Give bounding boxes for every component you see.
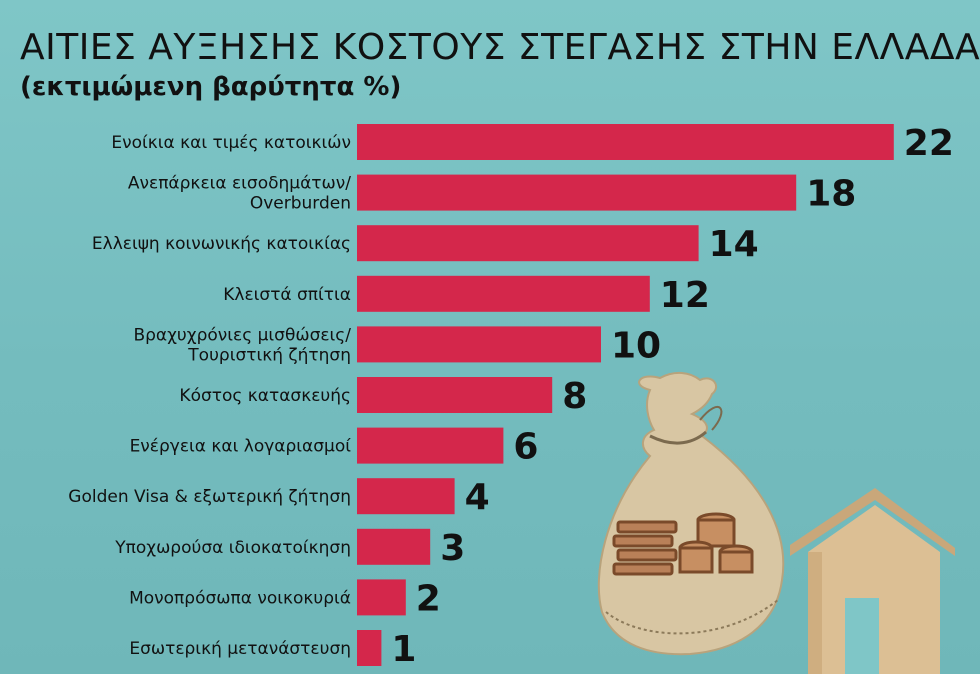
category-label: Κλειστά σπίτια [223, 285, 351, 305]
value-label: 14 [709, 224, 759, 265]
category-label: Golden Visa & εξωτερική ζήτηση [68, 487, 351, 507]
category-label: Κόστος κατασκευής [179, 386, 351, 406]
bar [357, 377, 553, 413]
money-bag-icon [597, 372, 785, 656]
value-label: 22 [904, 123, 954, 164]
category-label: Εσωτερική μετανάστευση [129, 639, 351, 659]
category-label: Ενέργεια και λογαριασμοί [130, 437, 352, 457]
value-label: 1 [391, 629, 416, 670]
wooden-house-icon [790, 488, 955, 674]
bar [357, 630, 382, 666]
value-label: 10 [611, 325, 661, 366]
value-label: 2 [416, 578, 441, 619]
bar [357, 579, 406, 616]
bar [357, 124, 894, 160]
category-label: Ελλειψη κοινωνικής κατοικίας [92, 234, 351, 254]
category-label: Ενοίκια και τιμές κατοικιών [111, 133, 351, 153]
category-label: Μονοπρόσωπα νοικοκυριά [129, 588, 351, 608]
value-label: 12 [660, 275, 710, 316]
bar [357, 174, 797, 211]
coins-icon [612, 512, 754, 576]
value-label: 8 [562, 376, 587, 417]
category-label: Overburden [250, 194, 351, 214]
bar [357, 427, 504, 464]
bar [357, 326, 601, 363]
value-label: 4 [465, 477, 490, 518]
bar [357, 275, 650, 312]
bar [357, 478, 455, 515]
category-label: Τουριστική ζήτηση [187, 345, 351, 365]
chart-title: ΑΙΤΙΕΣ ΑΥΞΗΣΗΣ ΚΟΣΤΟΥΣ ΣΤΕΓΑΣΗΣ ΣΤΗΝ ΕΛΛ… [20, 27, 980, 68]
value-label: 6 [513, 427, 538, 468]
category-label: Βραχυχρόνιες μισθώσεις/ [133, 325, 351, 345]
bar [357, 225, 699, 262]
value-label: 3 [440, 528, 465, 569]
category-label: Υποχωρούσα ιδιοκατοίκηση [114, 538, 351, 558]
value-label: 18 [806, 174, 856, 215]
category-label: Ανεπάρκεια εισοδημάτων/ [128, 174, 351, 194]
chart-subtitle: (εκτιμώμενη βαρύτητα %) [20, 72, 402, 102]
bar [357, 528, 431, 565]
